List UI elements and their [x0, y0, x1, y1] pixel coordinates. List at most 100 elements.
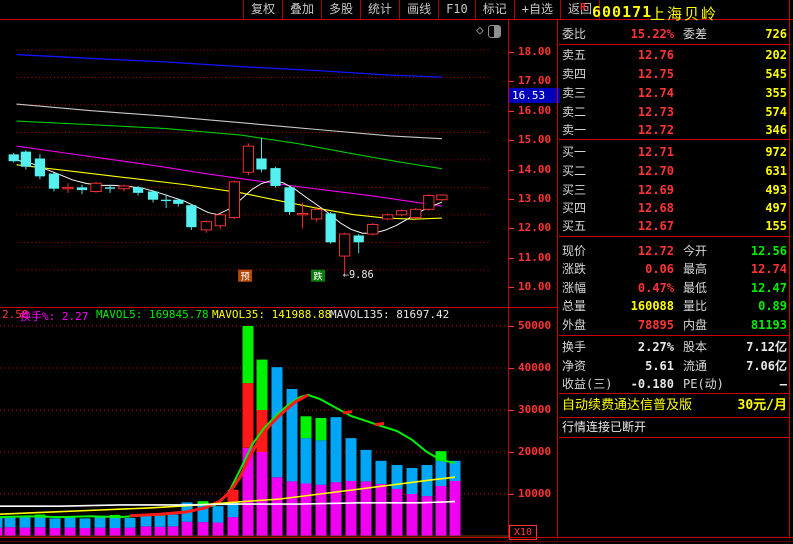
- toolbar-button-+自选[interactable]: +自选: [513, 0, 560, 19]
- split-screen-icon[interactable]: [487, 24, 501, 38]
- volume-axis-label-tick: [509, 494, 514, 495]
- panel-separator: [559, 437, 790, 438]
- quote-cell: 买三: [562, 183, 587, 197]
- quote-cell: 涨跌: [562, 262, 587, 276]
- quote-row: 买四 12.68 497: [559, 200, 790, 217]
- price-axis-label-tick: [509, 81, 514, 83]
- quote-cell: 最高: [683, 262, 708, 276]
- volume-axis-label-tick: [509, 368, 514, 369]
- indicator-value: MAVOL5: 169845.78: [96, 308, 209, 321]
- quote-cell: 30元/月: [737, 398, 787, 413]
- price-axis-label: 13.00: [518, 192, 552, 205]
- toolbar-button-F10[interactable]: F10: [438, 0, 475, 19]
- quote-cell: 卖三: [562, 86, 587, 100]
- toolbar-button-多股[interactable]: 多股: [321, 0, 360, 19]
- quote-cell: 卖二: [562, 105, 587, 119]
- quote-cell: 卖四: [562, 67, 587, 81]
- quote-cell: 买二: [562, 164, 587, 178]
- quote-cell: 卖一: [562, 123, 587, 137]
- quote-cell: 买四: [562, 201, 587, 215]
- volume-axis-label: 30000: [518, 403, 552, 416]
- quote-row: 外盘 78895 内盘 81193: [559, 317, 790, 334]
- panel-separator: [559, 44, 790, 45]
- volume-chart[interactable]: [0, 322, 508, 537]
- quote-cell: 收益(三): [562, 377, 613, 391]
- volume-axis-label-tick: [509, 452, 514, 453]
- quote-row: 买三 12.69 493: [559, 182, 790, 199]
- quote-row: 卖四 12.75 545: [559, 66, 790, 83]
- quote-row: 卖一 12.72 346: [559, 122, 790, 139]
- quote-row: 现价 12.72 今开 12.56: [559, 243, 790, 260]
- quote-cell: 12.73: [637, 105, 674, 119]
- quote-row: 买二 12.70 631: [559, 163, 790, 180]
- quote-cell: 160088: [630, 299, 674, 313]
- price-axis-label: 12.00: [518, 221, 552, 235]
- quote-row: 行情连接已断开: [559, 419, 790, 436]
- quote-cell: 12.47: [750, 281, 787, 295]
- price-axis-label-tick: [509, 110, 514, 112]
- quote-cell: 委比: [562, 27, 587, 41]
- price-axis-label: 16.00: [518, 103, 552, 117]
- toolbar-button-统计[interactable]: 统计: [360, 0, 399, 19]
- quote-cell: 12.72: [637, 123, 674, 137]
- volume-indicator-readout: 2.58 换手%: 2.27 MAVOL5: 169845.78 MAVOL35: 1…: [0, 308, 508, 323]
- price-axis-label: 14.00: [518, 162, 552, 176]
- svg-text:跌: 跌: [313, 271, 323, 282]
- quote-cell: 外盘: [562, 318, 587, 332]
- quote-cell: 12.74: [750, 262, 787, 276]
- quote-cell: 2.27%: [637, 340, 674, 354]
- indicator-value: MAVOL35: 141988.88: [212, 308, 332, 321]
- quote-row: 卖五 12.76 202: [559, 47, 790, 64]
- quote-row: 收益(三) -0.180 PE(动) —: [559, 376, 790, 393]
- indicator-value: MAVOL135: 81697.42: [330, 308, 450, 321]
- quote-cell: 78895: [637, 318, 674, 332]
- toolbar-button-叠加[interactable]: 叠加: [282, 0, 321, 19]
- quote-row: 买五 12.67 155: [559, 218, 790, 235]
- panel-separator: [559, 335, 790, 336]
- volume-axis-label-tick: [509, 410, 514, 411]
- stock-name: 上海贝岭: [650, 5, 719, 23]
- quote-cell: 现价: [562, 244, 587, 258]
- quote-cell: 631: [765, 164, 787, 178]
- quote-row: 卖二 12.73 574: [559, 104, 790, 121]
- quote-cell: 净资: [562, 359, 587, 373]
- price-marker-box: 16.53: [509, 87, 560, 103]
- panel-separator: [559, 393, 790, 394]
- quote-row: 涨幅 0.47% 最低 12.47: [559, 280, 790, 297]
- panel-separator: [559, 139, 790, 140]
- axis-line: [508, 20, 509, 537]
- toolbar: 复权 叠加 多股 统计 画线 F10 标记 +自选 返回 R 600171 上海贝岭: [0, 0, 793, 23]
- price-axis-label: 15.00: [518, 133, 552, 147]
- quote-cell: 497: [765, 201, 787, 215]
- quote-cell: 0.06: [645, 262, 674, 276]
- quote-cell: 7.12亿: [746, 340, 787, 354]
- toolbar-button-画线[interactable]: 画线: [399, 0, 438, 19]
- toolbar-button-返回[interactable]: 返回: [560, 0, 601, 19]
- price-axis-label-tick: [509, 257, 514, 259]
- quote-cell: 总量: [562, 299, 587, 313]
- quote-cell: 972: [765, 145, 787, 159]
- quote-cell: 726: [765, 27, 787, 41]
- quote-row: 总量 160088 量比 0.89: [559, 298, 790, 315]
- toolbar-button-复权[interactable]: 复权: [243, 0, 282, 19]
- main-candlestick-chart[interactable]: 预 跌 ←9.86: [0, 20, 508, 307]
- quote-cell: —: [779, 377, 787, 391]
- quote-cell: 换手: [562, 340, 587, 354]
- diamond-icon[interactable]: ◇: [476, 23, 484, 38]
- quote-cell: 12.76: [637, 48, 674, 62]
- price-axis-label-tick: [509, 287, 514, 289]
- quote-row: 涨跌 0.06 最高 12.74: [559, 261, 790, 278]
- panel-separator: [559, 417, 790, 418]
- quote-cell: 12.74: [637, 86, 674, 100]
- quote-cell: 委差: [683, 27, 708, 41]
- quote-cell: 12.75: [637, 67, 674, 81]
- chart-corner-icons: ◇: [476, 24, 501, 38]
- panel-separator: [559, 236, 790, 237]
- volume-axis-label: 20000: [518, 445, 552, 458]
- quote-cell: 346: [765, 123, 787, 137]
- price-axis-label-tick: [509, 52, 514, 53]
- subscription-ad-row[interactable]: 自动续费通达信普及版 30元/月: [559, 397, 790, 414]
- volume-axis-label-tick: [509, 326, 514, 327]
- stock-code: 600171: [592, 3, 653, 21]
- toolbar-button-标记[interactable]: 标记: [474, 0, 514, 19]
